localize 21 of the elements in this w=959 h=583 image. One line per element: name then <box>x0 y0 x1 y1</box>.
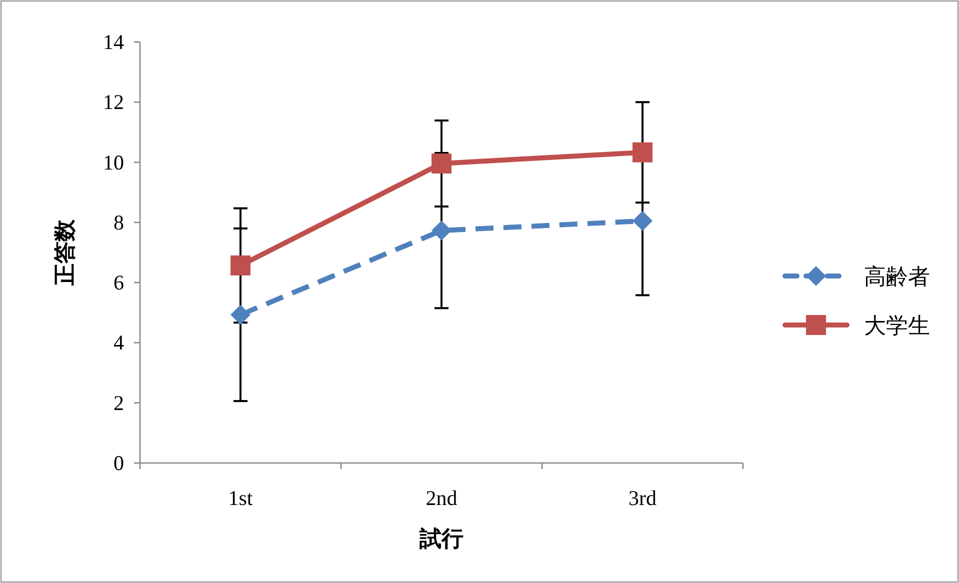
point <box>432 220 452 241</box>
point <box>632 210 652 231</box>
x-tick-label: 1st <box>228 486 253 510</box>
y-tick-label: 12 <box>103 90 124 114</box>
point <box>432 153 452 174</box>
point <box>632 142 652 162</box>
legend-label: 大学生 <box>864 313 930 338</box>
x-tick-label: 2nd <box>426 486 458 510</box>
x-axis-title: 試行 <box>418 526 464 551</box>
y-tick-label: 4 <box>114 330 124 355</box>
y-axis-title: 正答数 <box>52 218 77 286</box>
y-tick-label: 6 <box>114 270 124 295</box>
point <box>230 304 250 325</box>
y-tick-label: 2 <box>114 390 124 415</box>
y-tick-label: 0 <box>114 451 124 475</box>
point <box>230 255 250 276</box>
y-tick-label: 14 <box>103 30 124 54</box>
legend-label: 高齢者 <box>864 264 930 289</box>
y-tick-label: 8 <box>114 210 124 234</box>
x-tick-label: 3rd <box>628 486 657 510</box>
y-tick-label: 10 <box>103 150 124 174</box>
